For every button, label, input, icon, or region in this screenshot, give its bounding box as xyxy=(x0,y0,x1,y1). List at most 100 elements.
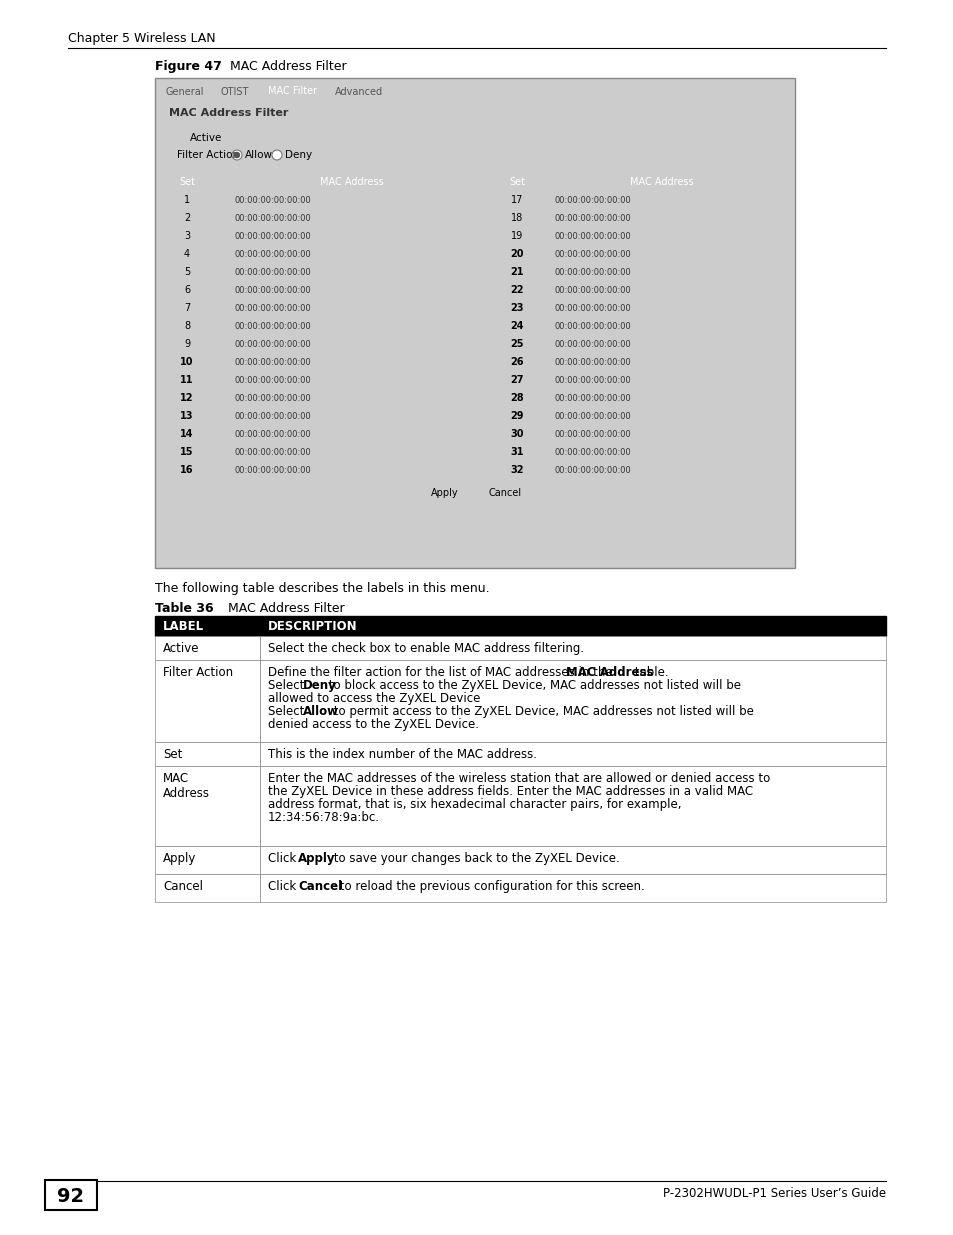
Text: 12: 12 xyxy=(180,393,193,403)
Text: 00:00:00:00:00:00: 00:00:00:00:00:00 xyxy=(555,358,631,367)
Bar xyxy=(546,445,776,462)
Bar xyxy=(167,282,207,300)
Text: Active: Active xyxy=(163,642,199,655)
Text: 00:00:00:00:00:00: 00:00:00:00:00:00 xyxy=(555,249,631,259)
Text: 00:00:00:00:00:00: 00:00:00:00:00:00 xyxy=(555,430,631,438)
Text: 25: 25 xyxy=(510,338,523,350)
Text: 17: 17 xyxy=(510,195,522,205)
Text: MAC Address: MAC Address xyxy=(630,177,693,186)
Text: 1: 1 xyxy=(184,195,190,205)
Bar xyxy=(552,195,681,207)
Bar xyxy=(232,411,361,424)
Text: the ZyXEL Device in these address fields. Enter the MAC addresses in a valid MAC: the ZyXEL Device in these address fields… xyxy=(268,785,752,798)
Text: Select: Select xyxy=(268,705,308,718)
Bar xyxy=(167,317,207,336)
Bar xyxy=(167,228,207,246)
Text: 21: 21 xyxy=(510,267,523,277)
Text: 00:00:00:00:00:00: 00:00:00:00:00:00 xyxy=(555,196,631,205)
Text: 00:00:00:00:00:00: 00:00:00:00:00:00 xyxy=(234,412,312,421)
Text: Select: Select xyxy=(268,679,308,692)
Bar xyxy=(232,393,361,405)
Bar xyxy=(167,174,207,191)
Text: 8: 8 xyxy=(184,321,190,331)
Text: 10: 10 xyxy=(180,357,193,367)
Text: 28: 28 xyxy=(510,393,523,403)
Text: 00:00:00:00:00:00: 00:00:00:00:00:00 xyxy=(555,340,631,350)
Bar xyxy=(167,300,207,317)
Text: Filter Action: Filter Action xyxy=(177,149,239,161)
Text: 92: 92 xyxy=(57,1187,85,1207)
Bar xyxy=(161,106,788,124)
Text: 00:00:00:00:00:00: 00:00:00:00:00:00 xyxy=(234,448,312,457)
Text: 23: 23 xyxy=(510,303,523,312)
Text: 3: 3 xyxy=(184,231,190,241)
Text: 00:00:00:00:00:00: 00:00:00:00:00:00 xyxy=(555,304,631,312)
Text: 00:00:00:00:00:00: 00:00:00:00:00:00 xyxy=(555,232,631,241)
Text: 00:00:00:00:00:00: 00:00:00:00:00:00 xyxy=(555,375,631,385)
Text: Active: Active xyxy=(190,133,222,143)
Bar xyxy=(546,426,776,445)
Bar xyxy=(232,231,361,243)
Bar xyxy=(232,321,361,333)
Text: 00:00:00:00:00:00: 00:00:00:00:00:00 xyxy=(555,466,631,475)
Text: 18: 18 xyxy=(511,212,522,224)
Bar xyxy=(497,246,537,264)
Bar xyxy=(232,212,361,225)
Bar xyxy=(167,246,207,264)
Text: to save your changes back to the ZyXEL Device.: to save your changes back to the ZyXEL D… xyxy=(330,852,619,864)
Text: The following table describes the labels in this menu.: The following table describes the labels… xyxy=(154,582,489,595)
Bar xyxy=(167,354,207,372)
Bar xyxy=(167,390,207,408)
Text: Table 36: Table 36 xyxy=(154,601,213,615)
Text: Deny: Deny xyxy=(303,679,336,692)
Text: 15: 15 xyxy=(180,447,193,457)
Bar xyxy=(216,246,486,264)
Bar xyxy=(177,132,186,141)
Bar xyxy=(216,408,486,426)
Bar xyxy=(154,78,794,568)
Bar xyxy=(546,282,776,300)
Text: 00:00:00:00:00:00: 00:00:00:00:00:00 xyxy=(234,249,312,259)
Bar xyxy=(497,408,537,426)
Bar xyxy=(216,390,486,408)
Text: 00:00:00:00:00:00: 00:00:00:00:00:00 xyxy=(555,448,631,457)
Text: P-2302HWUDL-P1 Series User’s Guide: P-2302HWUDL-P1 Series User’s Guide xyxy=(662,1187,885,1200)
Text: 30: 30 xyxy=(510,429,523,438)
Text: 00:00:00:00:00:00: 00:00:00:00:00:00 xyxy=(555,412,631,421)
Text: 19: 19 xyxy=(511,231,522,241)
Text: 12:34:56:78:9a:bc.: 12:34:56:78:9a:bc. xyxy=(268,811,379,824)
Bar xyxy=(546,336,776,354)
Text: 29: 29 xyxy=(510,411,523,421)
Bar xyxy=(552,285,681,296)
Text: Cancel: Cancel xyxy=(163,881,203,893)
Text: 00:00:00:00:00:00: 00:00:00:00:00:00 xyxy=(234,214,312,224)
Bar xyxy=(216,372,486,390)
Text: 00:00:00:00:00:00: 00:00:00:00:00:00 xyxy=(555,214,631,224)
Text: 31: 31 xyxy=(510,447,523,457)
Text: 13: 13 xyxy=(180,411,193,421)
Text: Apply: Apply xyxy=(163,852,196,864)
Bar xyxy=(546,210,776,228)
Bar xyxy=(497,354,537,372)
Bar xyxy=(552,447,681,459)
Text: DESCRIPTION: DESCRIPTION xyxy=(268,620,357,634)
Bar xyxy=(546,390,776,408)
Bar xyxy=(497,300,537,317)
Bar xyxy=(167,191,207,210)
Text: 00:00:00:00:00:00: 00:00:00:00:00:00 xyxy=(555,322,631,331)
Text: 20: 20 xyxy=(510,249,523,259)
Bar xyxy=(546,354,776,372)
Bar xyxy=(497,282,537,300)
Bar xyxy=(552,466,681,477)
Text: 5: 5 xyxy=(184,267,190,277)
Bar xyxy=(552,393,681,405)
Bar xyxy=(552,303,681,315)
Bar xyxy=(154,659,260,742)
Text: 32: 32 xyxy=(510,466,523,475)
Text: 00:00:00:00:00:00: 00:00:00:00:00:00 xyxy=(555,394,631,403)
Bar xyxy=(167,408,207,426)
Text: Apply: Apply xyxy=(431,488,458,498)
Bar xyxy=(546,264,776,282)
Bar xyxy=(497,445,537,462)
Text: Figure 47: Figure 47 xyxy=(154,61,222,73)
